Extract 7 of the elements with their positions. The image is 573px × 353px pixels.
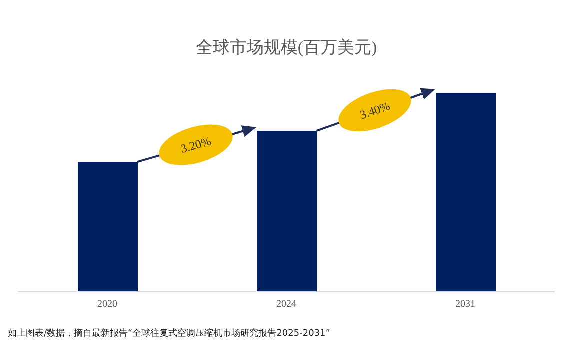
text: 如上图表/数据，摘自最新报告“全球往复式空调压缩机市场研究报告2025-2031” (8, 328, 330, 340)
annotation: 3.40% (358, 98, 392, 122)
x-tick-label: 2020 (98, 299, 118, 310)
chart-title: 全球市场规模(百万美元) (194, 37, 378, 59)
x-tick-label: 2024 (276, 299, 296, 310)
annotation: 3.20% (179, 134, 213, 156)
x-tick-label: 2031 (456, 299, 476, 310)
